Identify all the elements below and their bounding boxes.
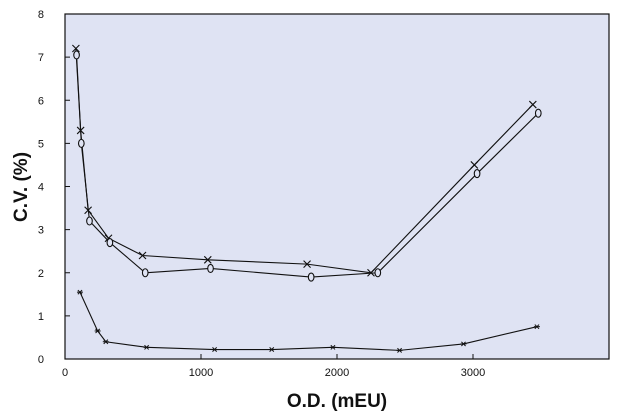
x-tick-label: 2000 bbox=[325, 367, 349, 379]
series-2 bbox=[73, 50, 542, 282]
y-axis-ticks: 0 1 2 3 4 5 6 7 8 bbox=[38, 9, 70, 366]
x-tick-label: 3000 bbox=[461, 367, 485, 379]
data-point-o bbox=[106, 238, 114, 248]
data-point-x bbox=[203, 255, 212, 264]
y-tick-label: 0 bbox=[38, 354, 44, 366]
series-layer bbox=[71, 44, 542, 353]
data-point-x bbox=[138, 251, 147, 260]
data-point-o bbox=[141, 268, 149, 278]
data-point-star bbox=[76, 289, 83, 295]
y-tick-label: 6 bbox=[38, 95, 44, 107]
data-point-x bbox=[470, 161, 479, 169]
y-tick-label: 2 bbox=[38, 268, 44, 280]
series-line bbox=[79, 291, 538, 351]
data-point-star bbox=[329, 344, 336, 350]
y-tick-label: 5 bbox=[38, 138, 44, 150]
data-point-star bbox=[102, 339, 109, 345]
data-point-star bbox=[211, 347, 218, 352]
data-point-star bbox=[268, 347, 275, 352]
data-point-o bbox=[534, 108, 542, 118]
data-point-star bbox=[396, 347, 403, 353]
y-axis-title: C.V. (%) bbox=[11, 152, 32, 222]
data-point-o bbox=[77, 138, 85, 148]
data-point-x bbox=[528, 100, 537, 109]
x-axis-ticks: 0 1000 2000 3000 bbox=[62, 354, 485, 379]
y-tick-label: 4 bbox=[38, 182, 44, 194]
x-tick-label: 0 bbox=[62, 367, 68, 379]
y-tick-label: 3 bbox=[38, 225, 44, 237]
data-point-star bbox=[533, 324, 540, 330]
x-tick-label: 1000 bbox=[189, 367, 213, 379]
data-point-o bbox=[73, 50, 80, 60]
series-3 bbox=[76, 289, 540, 353]
data-point-star bbox=[460, 341, 467, 347]
data-point-star bbox=[143, 344, 150, 350]
x-axis-title: O.D. (mEU) bbox=[287, 391, 387, 412]
y-tick-label: 1 bbox=[38, 311, 44, 323]
y-tick-label: 8 bbox=[38, 9, 44, 21]
data-point-o bbox=[473, 169, 481, 179]
data-point-o bbox=[86, 216, 93, 226]
y-tick-label: 7 bbox=[38, 52, 44, 64]
plot-background bbox=[65, 14, 609, 359]
series-line bbox=[76, 54, 539, 278]
data-point-star bbox=[94, 328, 101, 334]
data-point-o bbox=[307, 272, 315, 282]
data-point-o bbox=[207, 263, 214, 273]
data-point-x bbox=[303, 260, 311, 269]
data-point-o bbox=[374, 268, 382, 278]
